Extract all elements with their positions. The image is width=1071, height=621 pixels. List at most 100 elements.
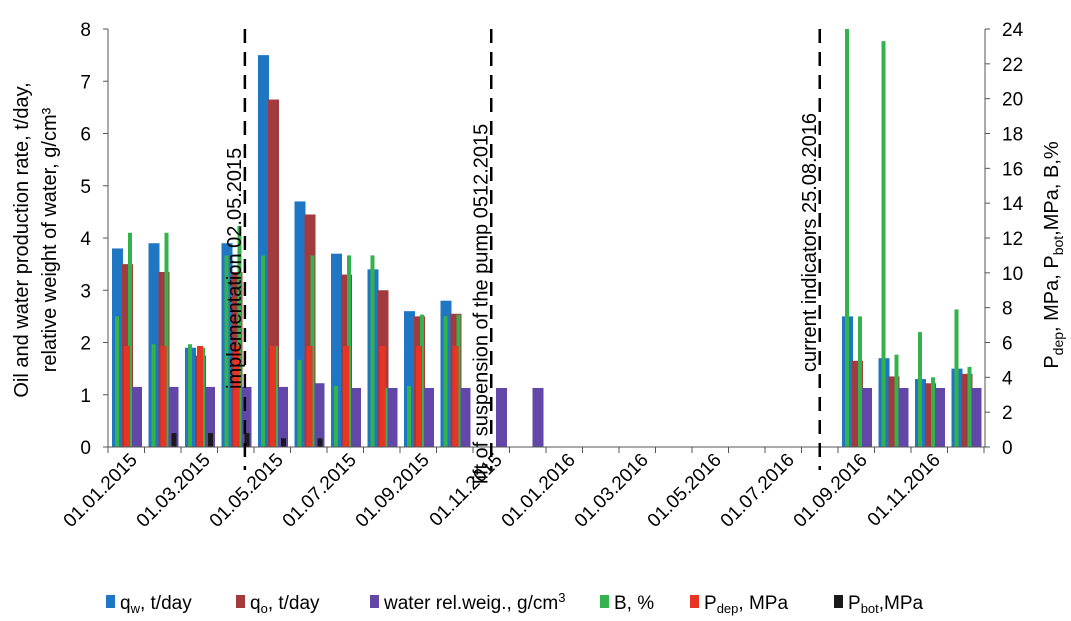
bar-Pbot-01.03.2015: [208, 433, 213, 447]
bar-wrw-01.01.2015: [131, 386, 142, 447]
x-tick-label: 01.01.2016: [498, 450, 580, 532]
bar-Pdep-01.10.2015: [452, 345, 459, 447]
x-tick-label: 01.09.2015: [352, 450, 434, 532]
bar-wrw-01.08.2015: [386, 387, 398, 447]
legend-swatch-Pbot: [834, 595, 843, 608]
bar-Pdep-01.06.2015: [306, 345, 313, 447]
y-tick-label-right: 20: [1002, 90, 1023, 111]
y-tick-label-right: 2: [1002, 403, 1013, 424]
y-tick-label-right: 12: [1002, 229, 1023, 250]
bar-wrw-01.10.2015: [459, 387, 471, 447]
bar-qw-01.05.2015: [258, 55, 269, 447]
y-tick-label-right: 14: [1002, 194, 1024, 215]
legend-label-wrw: water rel.weig., g/cm3: [383, 590, 565, 614]
bar-qo-01.12.2016: [961, 373, 973, 447]
bar-B-01.10.2016-2: [894, 354, 899, 447]
bar-Pbot-01.04.2015: [244, 433, 250, 447]
y-ticks-left: 0 1 2 3 4 5 6 7 8: [80, 20, 108, 459]
y-tick-label-right: 10: [1002, 264, 1023, 285]
legend-label-B: B, %: [614, 593, 654, 614]
x-tick-label: 01.05.2016: [644, 450, 726, 532]
bar-B-01.02.2015-2: [164, 232, 169, 447]
x-tick-label: 01.07.2016: [717, 450, 799, 532]
bar-wrw-01.03.2015: [204, 386, 215, 447]
bar-wrw-01.11.2016: [934, 387, 945, 447]
y-tick-label-left: 0: [80, 438, 91, 459]
x-tick-label: 01.09.2016: [790, 450, 872, 532]
y-axis-left-title-line-2: relative weight of water, g/cm³: [39, 107, 61, 372]
x-ticks: 01.01.201501.03.201501.05.201501.07.2015…: [60, 450, 945, 532]
annotations: implementation 02.05.2015 lift of suspens…: [224, 29, 821, 484]
bar-wrw-01.07.2015: [350, 387, 361, 447]
legend-label-qo: qo, t/day: [250, 593, 320, 616]
y-tick-label-right: 22: [1002, 55, 1023, 76]
y-tick-label-right: 6: [1002, 334, 1013, 355]
bar-Pdep-01.09.2015: [416, 345, 422, 447]
y-axis-left-title: Oil and water production rate, t/day, rel…: [11, 82, 61, 397]
bar-qo-01.05.2015: [268, 99, 279, 447]
bar-B-01.03.2015-1: [188, 344, 192, 447]
bar-qo-01.06.2015: [304, 214, 316, 447]
bar-B-01.06.2015-1: [297, 359, 302, 447]
bar-wrw-01.04.2015: [240, 386, 252, 447]
bar-B-01.10.2015-1: [443, 316, 448, 447]
bar-B-01.11.2016-2: [931, 377, 935, 447]
bar-B-01.12.2016-1: [954, 309, 959, 447]
bar-B-01.09.2015-1: [407, 386, 411, 447]
y-axis-right-title: Pdep, MPa, Pbot,MPa, B,%: [1041, 141, 1066, 369]
y-tick-label-left: 8: [80, 20, 91, 41]
bar-Pdep-01.03.2015: [197, 345, 203, 447]
y-tick-label-left: 3: [80, 281, 91, 302]
legend-swatch-B: [600, 595, 609, 608]
y-tick-label-right: 4: [1002, 368, 1013, 389]
bar-B-01.10.2016-1: [881, 41, 886, 448]
bar-qw-01.09.2015: [404, 311, 415, 447]
y-tick-label-right: 0: [1002, 438, 1013, 459]
y-axis-left-title-line-1: Oil and water production rate, t/day,: [11, 82, 33, 397]
legend-swatch-qo: [236, 595, 245, 608]
bar-qw-01.06.2015: [294, 201, 306, 447]
y-tick-label-left: 7: [80, 72, 91, 93]
y-tick-label-left: 6: [80, 125, 91, 146]
bar-B-01.11.2016-1: [918, 332, 922, 447]
y-tick-label-right: 16: [1002, 159, 1023, 180]
bar-B-01.02.2015-1: [151, 344, 156, 447]
y-tick-label-left: 1: [80, 386, 91, 407]
legend-label-Pdep: Pdep, MPa: [704, 593, 788, 616]
event-marker-label: lift of suspension of the pump 0512.2015: [470, 124, 492, 484]
bar-wrw-01.12.2016: [970, 387, 982, 447]
bar-marks: [112, 29, 982, 448]
bar-wrw-01.09.2015: [423, 387, 434, 447]
bar-qo-01.09.2016: [852, 360, 863, 447]
bar-B-01.01.2015-2: [128, 232, 132, 447]
bar-Pbot-01.06.2015: [317, 438, 323, 447]
x-tick-label: 01.03.2015: [133, 450, 215, 532]
legend-label-Pbot: Pbot,MPa: [848, 593, 924, 616]
y-tick-label-left: 2: [80, 334, 91, 355]
bar-B-01.04.2015-2: [237, 225, 242, 447]
bar-B-01.04.2015-1: [224, 255, 229, 447]
legend: qw, t/day qo, t/day water rel.weig., g/cm3…: [106, 590, 924, 616]
bar-qw-01.07.2015: [331, 253, 342, 447]
bar-wrw-01.02.2015: [167, 386, 179, 447]
bar-Pdep-01.04.2015: [233, 345, 240, 447]
y-axis-right-title: Pdep, MPa, Pbot,MPa, B,%: [1041, 141, 1066, 369]
bar-qo-01.10.2016: [888, 376, 900, 447]
x-tick-label: 01.05.2015: [206, 450, 288, 532]
bar-B-01.09.2016-1: [845, 29, 849, 447]
bar-wrw-01.06.2015: [313, 383, 325, 447]
bar-wrw-01.05.2015: [277, 386, 288, 447]
x-tick-label: 01.07.2015: [279, 450, 361, 532]
y-tick-label-left: 4: [80, 229, 91, 250]
bar-wrw-01.10.2016: [897, 387, 909, 447]
bar-qo-01.11.2016: [925, 383, 936, 447]
x-tick-label: 01.01.2015: [60, 450, 142, 532]
bar-wrw-01.11.2015: [496, 387, 507, 447]
bar-Pdep-01.08.2015: [379, 345, 386, 447]
bar-Pdep-01.01.2015: [124, 345, 130, 447]
event-marker-label: implementation 02.05.2015: [224, 148, 246, 389]
x-tick-label: 01.03.2016: [571, 450, 653, 532]
bar-B-01.01.2015-1: [115, 316, 119, 447]
